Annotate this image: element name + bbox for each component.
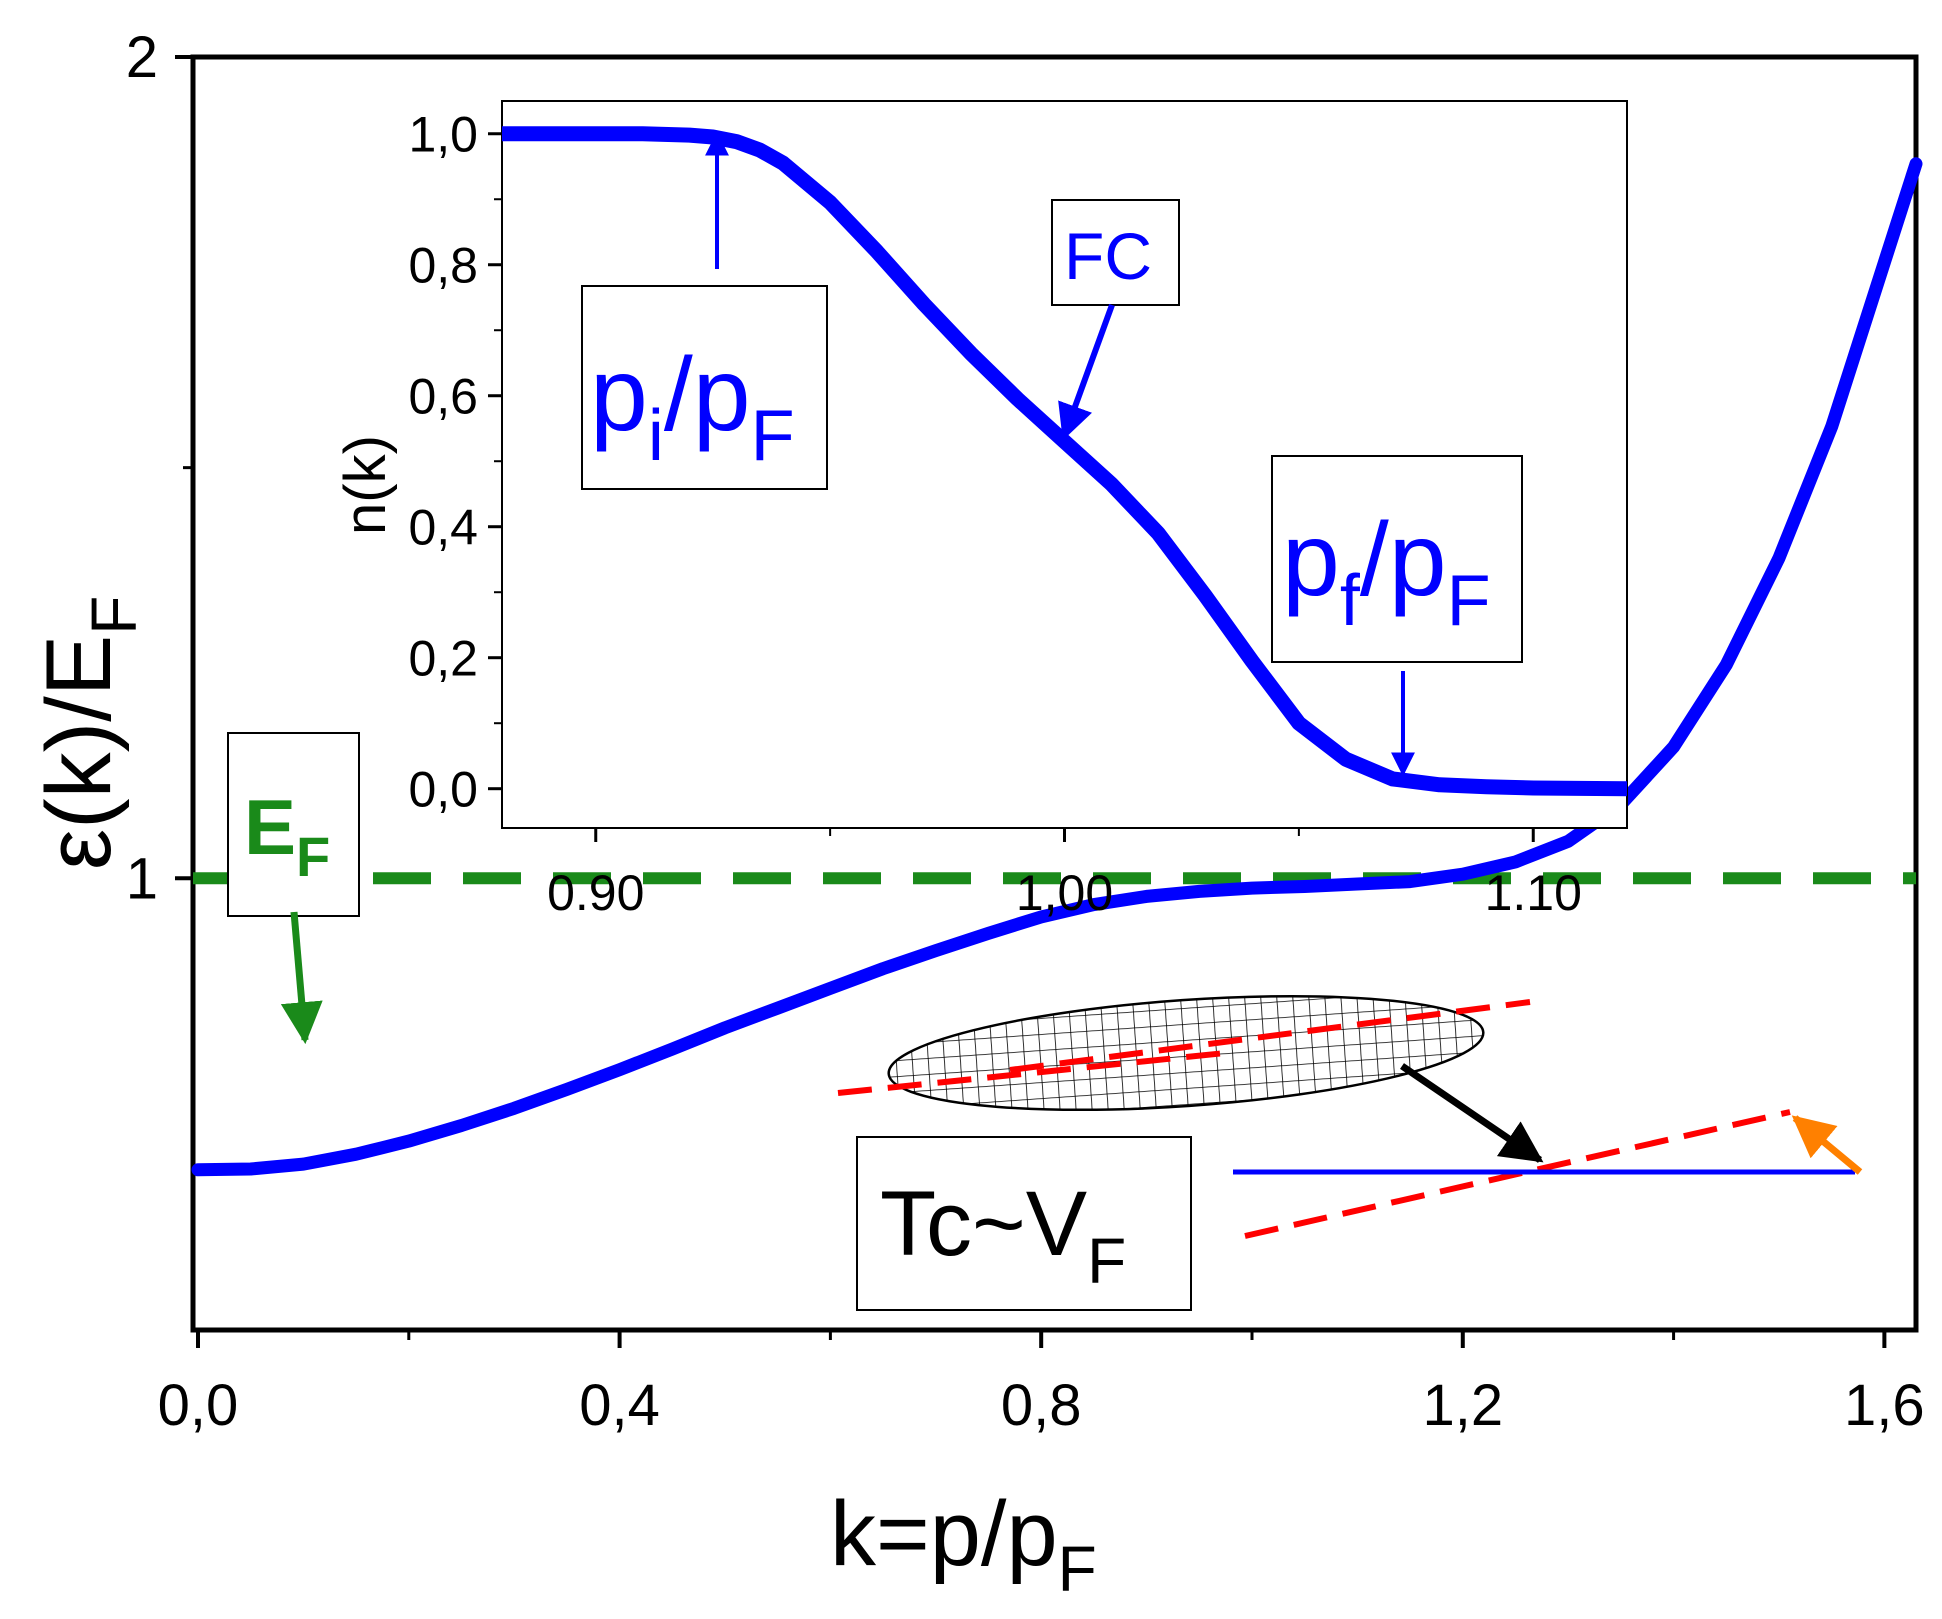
main-x-ticks: 0,0 0,4 0,8 1,2 1,6 (158, 1330, 1925, 1438)
fc-label: FC (1064, 219, 1152, 293)
pi-label-box (581, 285, 828, 490)
pf-label-subscript-F: F (1447, 561, 1491, 641)
pi-label: pi/pF (590, 337, 795, 476)
inset-y-ticks: 0,0 0,2 0,4 0,6 0,8 1,0 (408, 107, 502, 818)
main-y-ticks: 12 (126, 25, 193, 911)
fc-label-box (1051, 199, 1180, 306)
tangent-dashed-line-2 (1009, 999, 1531, 1073)
ef-label: EF (244, 783, 330, 888)
tangent-dashed-line-1 (837, 1049, 1236, 1096)
inset-x-tick-label: 1,00 (1016, 865, 1113, 921)
inset-x-tick-label: 1.10 (1485, 865, 1582, 921)
ef-label-subscript: F (296, 825, 330, 888)
inset-y-tick-label: 0,8 (408, 238, 478, 294)
hatched-ellipse-region (887, 994, 1485, 1112)
inset-x-tick-label: 0.90 (547, 865, 644, 921)
x-axis-label-subscript: F (1058, 1533, 1097, 1605)
pi-label-mid: /p (664, 337, 751, 453)
ef-arrow (280, 911, 323, 1045)
inset-y-tick-label: 1,0 (408, 107, 478, 163)
inset-x-ticks: 0.90 1,00 1.10 (547, 828, 1582, 921)
pi-label-subscript-i: i (648, 396, 664, 476)
main-x-tick-label: 1,2 (1422, 1373, 1503, 1438)
pf-label-mid: /p (1360, 502, 1447, 618)
main-y-tick-label: 2 (126, 25, 158, 90)
tc-label-subscript: F (1087, 1225, 1126, 1297)
inset-y-tick-label: 0,2 (408, 631, 478, 687)
black-arrow (1400, 1063, 1544, 1163)
fc-arrow (1058, 303, 1115, 441)
pf-label-box (1271, 455, 1523, 663)
inset-y-tick-label: 0,6 (408, 369, 478, 425)
y-axis-label-subscript: F (78, 596, 150, 635)
inset-y-tick-label: 0,0 (408, 762, 478, 818)
main-x-tick-label: 1,6 (1844, 1373, 1925, 1438)
ef-label-box (227, 732, 360, 917)
x-axis-label: k=p/pF (830, 1483, 1097, 1605)
inset-plot: 0.90 1,00 1.10 0,0 0,2 0,4 0,6 0,8 1,0 n(k) pi/… (333, 100, 1628, 921)
orange-arrow (1791, 1115, 1863, 1175)
inset-y-axis-label: n(k) (333, 435, 398, 535)
pf-label: pf/pF (1282, 502, 1491, 641)
main-x-tick-label: 0,8 (1001, 1373, 1082, 1438)
pi-label-subscript-f: F (751, 396, 795, 476)
tc-label: Tc~VF (880, 1173, 1126, 1297)
main-y-tick-label: 1 (126, 846, 158, 911)
main-x-tick-label: 0,0 (158, 1373, 239, 1438)
main-plot: 0,0 0,4 0,8 1,2 1,6 12 EF Tc~VF k=p/pF ε(k)/… (28, 25, 1925, 1605)
y-axis-label: ε(k)/EF (28, 596, 150, 870)
main-plot-frame (190, 54, 1919, 1333)
pf-label-subscript-f: f (1340, 561, 1361, 641)
inset-y-tick-label: 0,4 (408, 500, 478, 556)
main-x-tick-label: 0,4 (579, 1373, 660, 1438)
epsilon-curve (191, 157, 1923, 1177)
tc-label-box (856, 1136, 1192, 1311)
